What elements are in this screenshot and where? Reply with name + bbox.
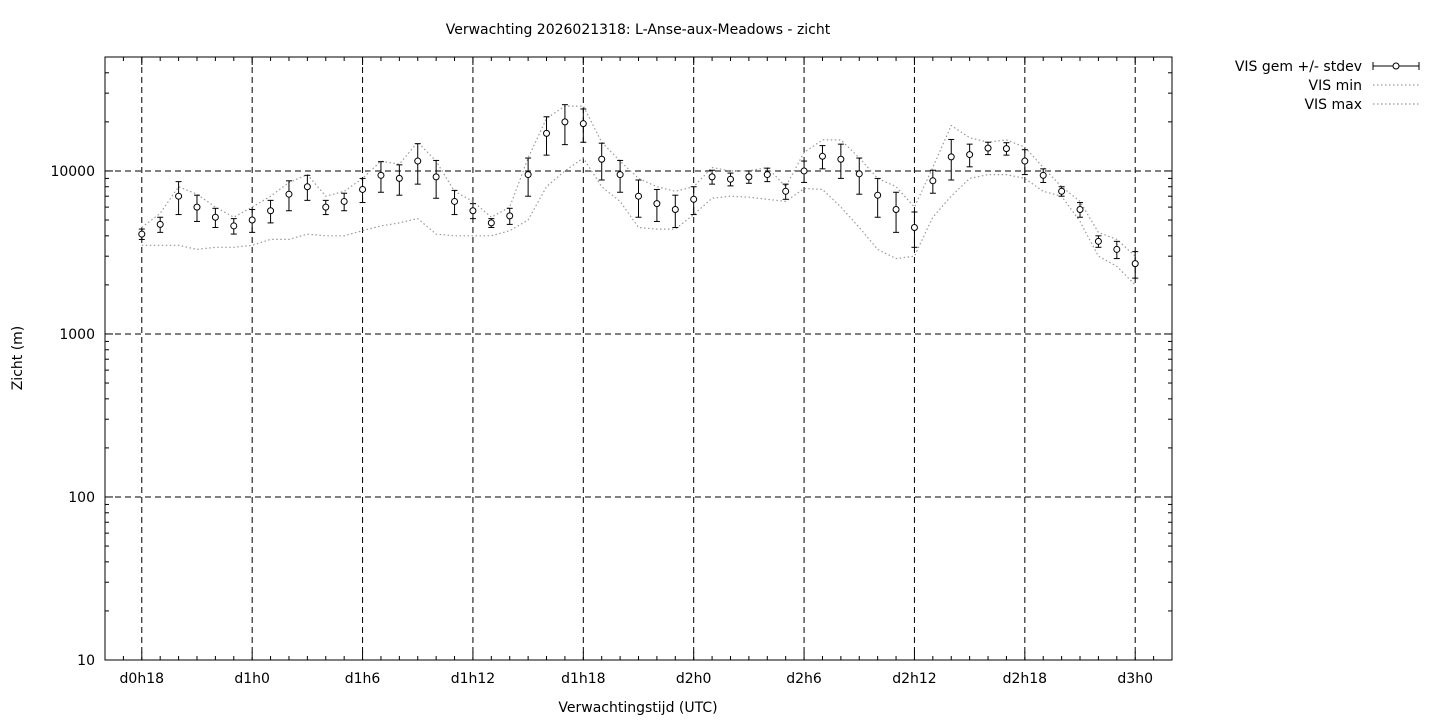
data-point	[892, 206, 900, 214]
data-point	[671, 206, 679, 214]
data-point	[966, 151, 974, 159]
data-point	[616, 171, 624, 179]
y-tick-label: 10	[77, 653, 95, 669]
x-tick-label: d2h0	[676, 671, 712, 687]
data-point	[156, 220, 164, 228]
data-point	[818, 152, 826, 160]
x-tick-label: d3h0	[1117, 671, 1153, 687]
data-point	[745, 173, 753, 181]
data-point	[1076, 206, 1084, 214]
data-point	[855, 170, 863, 178]
legend: VIS gem +/- stdev VIS min VIS max	[1235, 59, 1420, 113]
x-tick-label: d1h12	[451, 671, 495, 687]
data-point	[432, 173, 440, 181]
plot-frame	[104, 56, 1173, 661]
x-tick-label: d0h18	[120, 671, 164, 687]
x-tick-label: d1h18	[561, 671, 605, 687]
data-point	[451, 197, 459, 205]
data-point	[579, 120, 587, 128]
data-point	[138, 230, 146, 238]
y-tick-label: 10000	[50, 164, 95, 180]
data-point	[635, 192, 642, 200]
grid	[105, 57, 1172, 660]
legend-label: VIS max	[1304, 97, 1362, 113]
data-point	[211, 213, 219, 221]
y-tick-label: 100	[68, 490, 95, 506]
data-point	[561, 118, 569, 126]
data-point	[267, 207, 275, 215]
data-point	[708, 173, 716, 181]
legend-label: VIS gem +/- stdev	[1235, 59, 1362, 75]
data-point	[175, 192, 183, 200]
data-point	[837, 155, 845, 163]
data-point	[469, 207, 477, 215]
y-axis-label: Zicht (m)	[10, 326, 26, 391]
data-point	[285, 190, 293, 198]
data-point	[726, 175, 734, 183]
x-axis-label: Verwachtingstijd (UTC)	[558, 700, 717, 716]
data-point	[377, 171, 385, 179]
data-point	[947, 153, 955, 161]
data-point	[763, 171, 771, 179]
data-point	[910, 223, 918, 231]
x-tick-label: d2h18	[1003, 671, 1047, 687]
vis-max-line	[141, 105, 1136, 257]
data-point	[653, 200, 661, 208]
data-point	[874, 191, 882, 199]
data-point	[193, 203, 201, 211]
data-point	[1113, 245, 1121, 253]
x-tick-label: d2h6	[786, 671, 822, 687]
data-point	[1039, 171, 1047, 179]
data-point	[487, 219, 495, 227]
legend-label: VIS min	[1309, 78, 1362, 94]
data-point	[248, 216, 256, 224]
data-point	[543, 129, 551, 137]
data-point	[1058, 187, 1066, 195]
x-tick-label: d1h6	[345, 671, 381, 687]
legend-swatch-point	[1392, 62, 1400, 70]
data-point	[359, 185, 367, 193]
x-tick-label: d2h12	[892, 671, 936, 687]
data-point	[524, 171, 532, 179]
data-point	[800, 167, 808, 175]
data-point	[395, 174, 403, 182]
series-vis-max	[141, 105, 1136, 257]
data-point	[690, 195, 698, 203]
data-point	[303, 183, 311, 191]
data-point	[1094, 237, 1102, 245]
data-point	[230, 222, 238, 230]
data-point	[1002, 145, 1010, 153]
x-tick-label: d1h0	[234, 671, 270, 687]
data-point	[414, 157, 422, 165]
data-point	[322, 203, 330, 211]
data-point	[506, 212, 514, 220]
series-vis-mean	[138, 104, 1139, 279]
chart-title: Verwachting 2026021318: L-Anse-aux-Meado…	[446, 22, 831, 38]
y-tick-label: 1000	[59, 327, 95, 343]
ticks: d0h18 d1h0 d1h6 d1h12 d1h18 d2h0 d2h6 d2h12 d2h1…	[50, 56, 1173, 687]
data-point	[598, 155, 606, 163]
data-point	[1131, 260, 1139, 268]
data-point	[984, 144, 992, 152]
data-point	[1021, 157, 1029, 165]
data-point	[340, 197, 348, 205]
data-point	[782, 187, 790, 195]
data-point	[929, 177, 937, 185]
